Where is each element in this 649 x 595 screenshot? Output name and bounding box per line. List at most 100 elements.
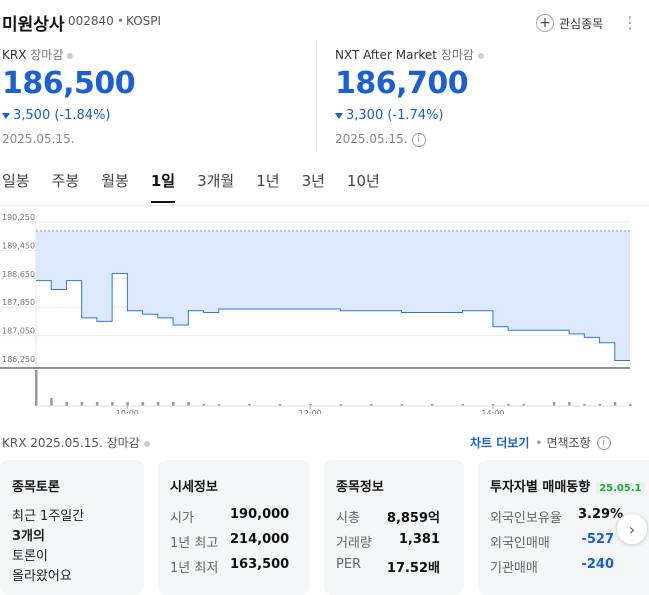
krx-label-row: KRX 장마감	[2, 46, 74, 63]
volume-bar	[141, 402, 145, 406]
investor-row: 외국인매매 -527	[490, 532, 649, 551]
discussion-line3: 올라왔어요	[12, 569, 72, 584]
discussion-line2: 토론이	[12, 549, 48, 564]
volume-bar	[202, 404, 206, 406]
stock-info-title: 종목정보	[336, 480, 384, 495]
plus-icon: +	[536, 14, 554, 32]
down-triangle-icon	[2, 112, 10, 119]
y-tick-label: 189,450	[2, 241, 35, 250]
period-tab[interactable]: 3년	[301, 172, 325, 190]
y-tick-label: 190,250	[2, 214, 35, 222]
volume-bar	[126, 402, 129, 406]
row-key: 기관매매	[490, 561, 538, 576]
next-card-button[interactable]: ›	[616, 513, 648, 545]
period-tab[interactable]: 1년	[256, 172, 280, 190]
volume-bar	[248, 404, 251, 406]
volume-bar	[278, 404, 282, 406]
period-tabs: 일봉 주봉 월봉 1일 3개월 1년 3년 10년	[2, 170, 402, 203]
krx-change: 3,500 (-1.84%)	[2, 108, 111, 123]
stock-row: PER 17.52배	[336, 557, 452, 576]
market-info-card[interactable]: 시세정보 시가 190,000 1년 최고 214,000 1년 최저 163,500	[158, 460, 310, 595]
investor-title-row: 투자자별 매매동향 25.05.1	[490, 476, 649, 495]
discussion-line1: 최근 1주일간	[12, 509, 85, 524]
row-key: 1년 최고	[170, 536, 219, 551]
row-value: 190,000	[230, 507, 290, 522]
more-chart-link[interactable]: 차트 더보기	[470, 436, 530, 450]
volume-bar	[65, 402, 68, 406]
stock-name: 미원상사	[2, 15, 65, 35]
volume-bar	[613, 402, 617, 406]
volume-bar	[431, 404, 434, 406]
volume-bar	[507, 404, 510, 406]
discussion-title: 종목토론	[12, 480, 60, 495]
period-tab[interactable]: 월봉	[101, 172, 129, 190]
volume-bar	[583, 404, 586, 406]
krx-change-value: 3,500	[13, 108, 51, 123]
price-area-fill	[36, 230, 630, 361]
row-value: -527	[581, 532, 614, 547]
period-tab[interactable]: 1일	[150, 170, 176, 203]
nxt-change-value: 3,300	[346, 108, 384, 123]
add-favorite-button[interactable]: + 관심종목	[536, 12, 603, 34]
volume-bar	[309, 404, 312, 406]
info-icon[interactable]: i	[411, 132, 426, 147]
chart-source-info: KRX 2025.05.15. 장마감	[2, 434, 150, 451]
investor-date-badge: 25.05.1	[596, 482, 645, 495]
volume-bar	[522, 404, 525, 406]
volume-bar	[552, 402, 556, 406]
market-row: 시가 190,000	[170, 507, 298, 526]
stock-row: 거래량 1,381	[336, 532, 452, 551]
status-dot-icon	[67, 52, 74, 59]
volume-bar	[370, 404, 373, 406]
volume-bar	[461, 404, 464, 406]
nxt-change: 3,300 (-1.74%)	[335, 108, 444, 123]
source-status: 장마감	[106, 436, 140, 450]
krx-status: 장마감	[30, 48, 64, 62]
separator-dot: •	[117, 14, 125, 28]
y-tick-label: 186,250	[2, 355, 35, 364]
stock-code: 002840	[68, 14, 114, 28]
disclaimer-link[interactable]: 면책조항	[546, 436, 591, 450]
nxt-label: NXT After Market	[335, 48, 438, 62]
nxt-date-row: 2025.05.15. i	[335, 132, 426, 147]
discussion-card[interactable]: 종목토론 최근 1주일간 3개의 토론이 올라왔어요	[0, 460, 144, 595]
down-triangle-icon	[335, 112, 343, 119]
krx-price: 186,500	[2, 66, 136, 101]
x-tick-label: 10:00	[116, 409, 139, 414]
volume-bar	[598, 404, 602, 406]
price-line	[36, 272, 630, 361]
favorite-label: 관심종목	[559, 16, 604, 31]
status-dot-icon	[477, 52, 484, 59]
krx-date: 2025.05.15.	[2, 132, 75, 146]
more-options-icon[interactable]: ⋮	[622, 13, 638, 32]
x-tick-label: 14:00	[481, 409, 504, 414]
period-tab[interactable]: 3개월	[197, 172, 235, 190]
y-tick-label: 187,850	[2, 298, 35, 307]
link-separator: •	[535, 435, 543, 450]
y-tick-label: 188,650	[2, 270, 35, 279]
period-tab[interactable]: 10년	[346, 172, 380, 190]
row-key: PER	[336, 557, 362, 572]
row-value: 163,500	[230, 557, 290, 572]
period-tab[interactable]: 주봉	[51, 172, 80, 190]
row-value: 214,000	[230, 532, 290, 547]
investor-row: 외국인보유율 3.29%	[490, 507, 649, 526]
row-key: 외국인매매	[490, 536, 550, 551]
row-value: 3.29%	[578, 507, 624, 522]
market-label: KOSPI	[126, 14, 162, 28]
volume-bar	[339, 404, 343, 406]
volume-bar	[156, 402, 160, 406]
info-icon[interactable]: i	[596, 435, 611, 450]
chart-links: 차트 더보기 • 면책조항 i	[470, 434, 611, 451]
price-divider	[316, 42, 317, 150]
stock-info-card[interactable]: 종목정보 시총 8,859억 거래량 1,381 PER 17.52배	[324, 460, 464, 595]
volume-bar	[35, 370, 38, 406]
stock-row: 시총 8,859억	[336, 507, 452, 526]
nxt-change-pct: (-1.74%)	[387, 108, 444, 123]
x-tick-label: 12:00	[299, 409, 322, 414]
status-dot-icon	[143, 440, 150, 447]
volume-bar	[568, 402, 571, 406]
price-chart: 190,250 189,450 188,650 187,850 187,050 186,2…	[0, 214, 632, 414]
nxt-price: 186,700	[335, 66, 469, 101]
period-tab[interactable]: 일봉	[2, 172, 30, 190]
